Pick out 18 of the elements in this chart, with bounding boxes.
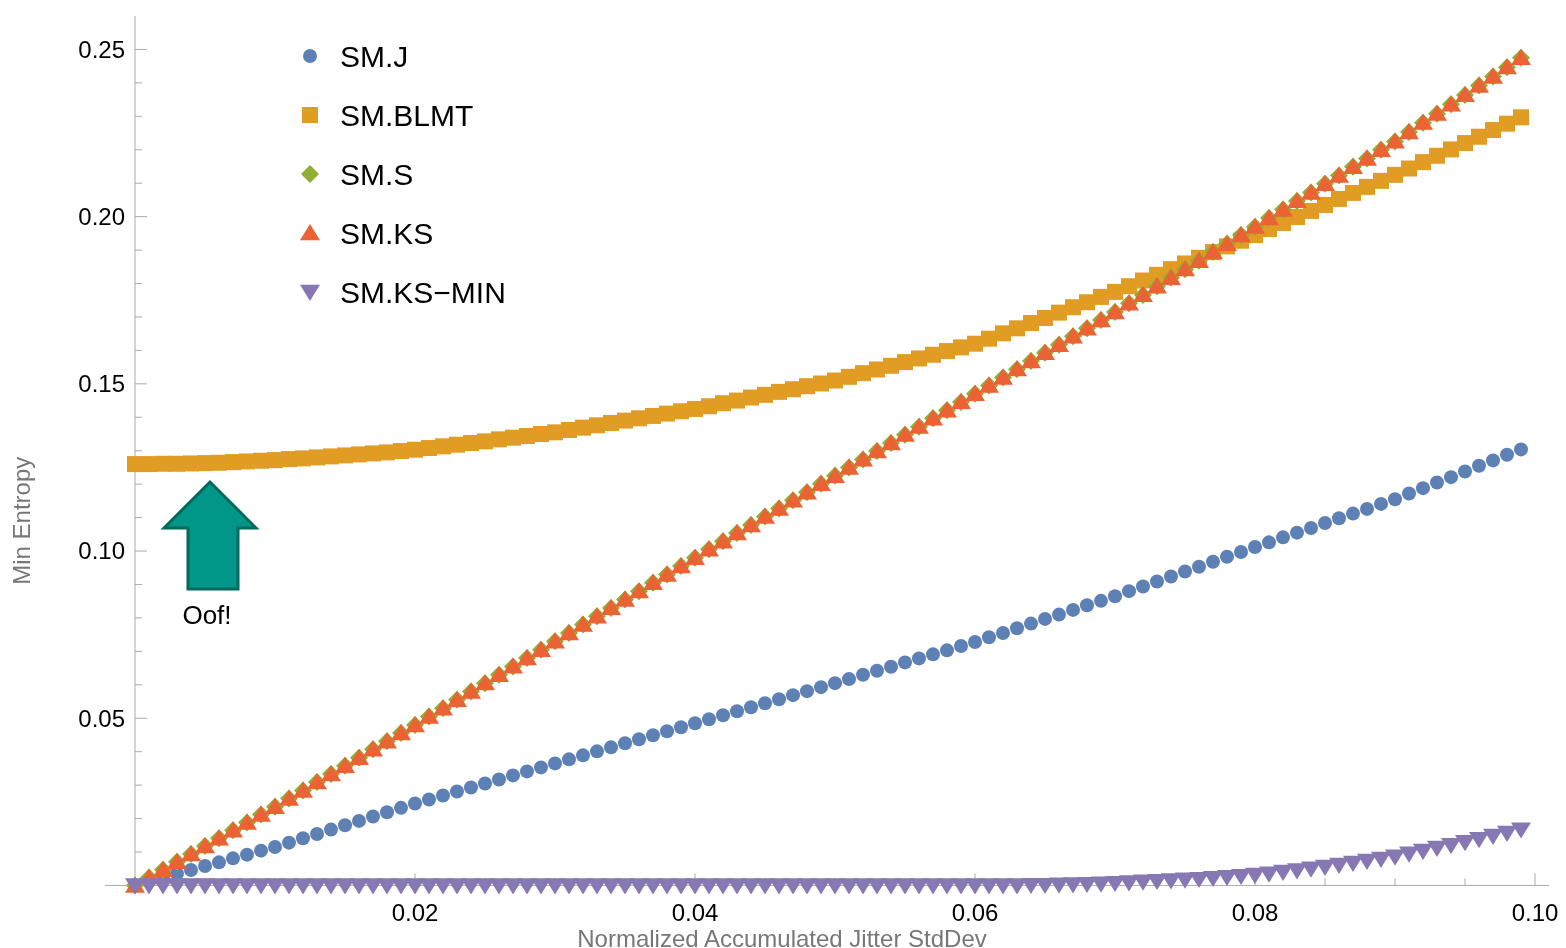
x-axis-title: Normalized Accumulated Jitter StdDev <box>577 925 987 948</box>
x-tick-label: 0.04 <box>671 899 719 927</box>
y-tick-label: 0.25 <box>78 35 125 63</box>
legend-label: SM.J <box>340 39 409 73</box>
x-tick-label: 0.10 <box>1511 899 1559 927</box>
x-tick-label: 0.06 <box>951 899 999 927</box>
y-axis-title: Min Entropy <box>8 456 35 585</box>
y-tick-label: 0.15 <box>78 370 125 398</box>
legend-label: SM.BLMT <box>340 98 474 132</box>
x-tick-label: 0.08 <box>1231 899 1279 927</box>
legend-label: SM.S <box>340 157 414 191</box>
legend-label: SM.KS−MIN <box>340 275 506 309</box>
y-tick-label: 0.05 <box>78 704 125 732</box>
y-tick-label: 0.10 <box>78 537 125 565</box>
y-tick-label: 0.20 <box>78 203 125 231</box>
annotation: Oof! <box>182 600 232 630</box>
x-tick-label: 0.02 <box>391 899 439 927</box>
legend-label: SM.KS <box>340 216 434 250</box>
